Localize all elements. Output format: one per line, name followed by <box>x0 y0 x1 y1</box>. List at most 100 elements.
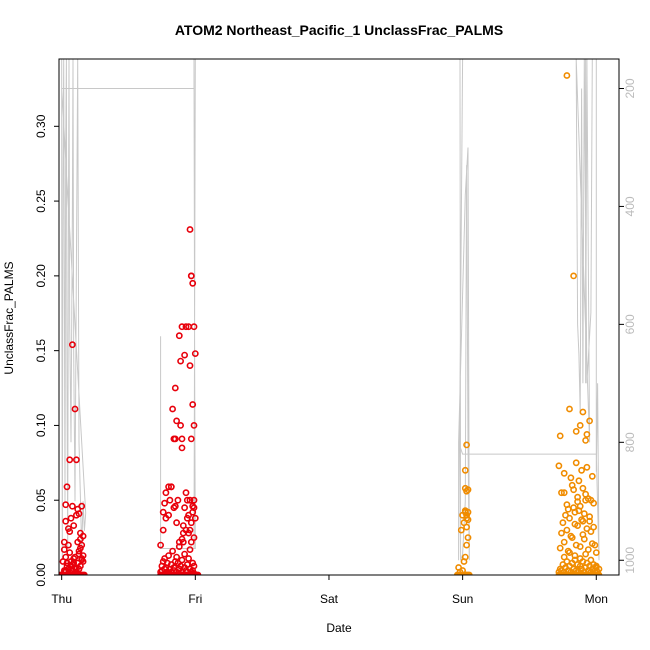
data-point <box>62 553 70 561</box>
data-point <box>579 408 587 416</box>
data-point <box>572 427 580 435</box>
data-point <box>171 502 179 510</box>
data-point <box>583 463 591 471</box>
data-point <box>169 405 176 413</box>
data-point <box>75 510 83 518</box>
data-point <box>570 486 577 494</box>
data-point <box>190 421 198 429</box>
data-point <box>586 417 593 425</box>
data-point <box>190 570 198 575</box>
data-point <box>591 541 599 549</box>
data-point <box>560 469 568 477</box>
data-point <box>181 351 188 359</box>
chart-title: ATOM2 Northeast_Pacific_1 UnclassFrac_PA… <box>175 22 503 38</box>
data-point <box>66 549 74 556</box>
data-point <box>464 516 472 524</box>
data-point <box>165 552 172 559</box>
series-orange <box>453 72 603 575</box>
data-point <box>586 513 593 521</box>
data-point <box>187 519 195 527</box>
data-point <box>161 499 168 507</box>
data-point <box>178 444 186 452</box>
data-point <box>77 529 84 537</box>
data-point <box>181 504 188 512</box>
data-point <box>177 357 184 365</box>
data-point <box>66 456 74 464</box>
data-point <box>181 550 188 558</box>
data-point <box>157 541 164 549</box>
data-point <box>566 405 573 413</box>
data-point <box>62 567 70 574</box>
x-axis-label: Date <box>326 621 352 635</box>
data-point <box>194 571 202 575</box>
y-tick-label: 0.30 <box>34 114 48 138</box>
series-red <box>59 226 202 575</box>
data-point <box>74 538 82 546</box>
data-point <box>178 323 186 331</box>
data-point <box>571 520 579 528</box>
data-point <box>173 553 180 561</box>
data-point <box>162 489 170 497</box>
data-point <box>67 514 75 522</box>
data-point <box>186 226 194 233</box>
data-point <box>465 571 473 575</box>
data-point <box>567 532 575 540</box>
data-point <box>461 553 469 561</box>
data-point <box>62 501 70 509</box>
data-point <box>459 567 466 574</box>
data-point <box>558 489 565 497</box>
data-point <box>179 529 187 537</box>
data-point <box>463 487 470 495</box>
data-point <box>182 323 190 331</box>
y-tick-label: 0.05 <box>34 488 48 512</box>
data-point <box>174 496 182 504</box>
data-point <box>75 550 83 558</box>
data-point <box>70 559 78 567</box>
data-point <box>575 477 583 485</box>
data-point <box>559 519 567 527</box>
pressure-line <box>61 59 600 561</box>
data-point <box>178 556 186 564</box>
data-point <box>567 474 575 482</box>
data-point <box>78 502 86 510</box>
x-tick-label: Thu <box>51 592 72 606</box>
data-point <box>183 496 191 504</box>
data-point <box>571 552 579 559</box>
data-point <box>563 72 571 79</box>
data-point <box>189 279 197 287</box>
data-point <box>186 362 194 369</box>
data-point <box>167 483 175 491</box>
x-tick-label: Sun <box>452 592 473 606</box>
data-point <box>186 546 194 553</box>
data-point <box>580 510 588 518</box>
data-point <box>560 489 568 497</box>
data-point <box>189 401 197 408</box>
data-point <box>595 571 603 575</box>
data-point <box>555 462 563 470</box>
data-point <box>190 504 198 512</box>
y-tick-label: 0.10 <box>34 413 48 437</box>
data-point <box>69 502 76 510</box>
y-tick-label: 0.25 <box>34 189 48 213</box>
data-point <box>170 435 178 443</box>
data-point <box>579 517 587 525</box>
data-point <box>173 417 180 425</box>
data-point <box>587 496 595 504</box>
data-point <box>592 562 600 570</box>
data-point <box>77 544 84 552</box>
y-tick-label: 0.20 <box>34 264 48 288</box>
data-point <box>463 523 470 531</box>
y-axis: 0.00 0.05 0.10 0.15 0.20 0.25 0.30 <box>34 114 59 587</box>
data-point <box>166 496 174 504</box>
data-point <box>63 483 71 491</box>
data-point <box>159 508 167 516</box>
data-point <box>556 432 564 440</box>
data-point <box>187 435 195 443</box>
y-tick-label: 0.15 <box>34 339 48 363</box>
data-point <box>186 496 194 504</box>
data-point <box>574 498 581 506</box>
data-point <box>588 472 596 480</box>
right-tick-label: 1000 <box>623 547 637 574</box>
data-point <box>570 272 577 280</box>
